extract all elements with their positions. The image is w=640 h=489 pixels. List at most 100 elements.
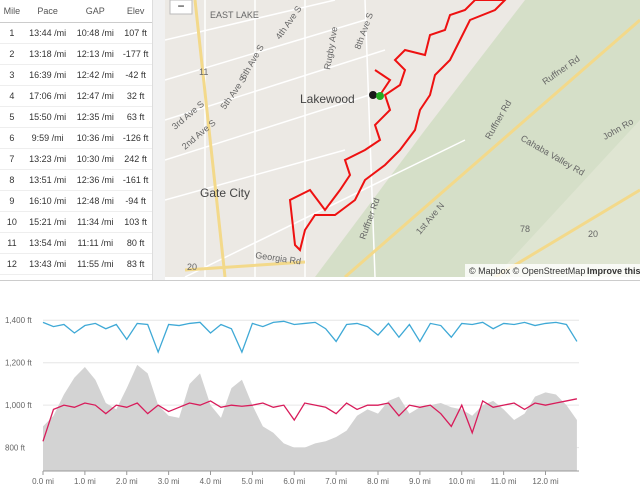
cell: 12:36 /mi — [71, 169, 120, 191]
map-label: EAST LAKE — [210, 10, 259, 20]
cell: 12:48 /mi — [71, 190, 120, 212]
cell: -155 ft — [119, 274, 152, 280]
table: Mile Pace GAP Elev 1 13:44 /mi 10:48 /mi 107 ft… — [0, 0, 152, 280]
cell: 11:55 /mi — [71, 253, 120, 275]
attribution[interactable]: © Mapbox © OpenStreetMap — [469, 266, 585, 276]
cell: 15:21 /mi — [23, 211, 72, 233]
x-tick-label: 5.0 mi — [241, 477, 263, 486]
cell: 11:34 /mi — [71, 211, 120, 233]
cell: 1 — [0, 22, 24, 44]
map-label: 20 — [588, 229, 598, 239]
cell: 5 — [0, 106, 24, 128]
highways — [184, 0, 640, 277]
x-tick-label: 8.0 mi — [367, 477, 389, 486]
cell: 9:59 /mi — [23, 127, 72, 149]
map[interactable]: − EAST LAKE Lakewood Gate City Rugby Ave… — [165, 0, 640, 277]
x-tick-label: 2.0 mi — [116, 477, 138, 486]
cell: 4 — [0, 85, 24, 107]
cell: -126 ft — [119, 127, 152, 149]
split-row: 12 13:43 /mi 11:55 /mi 83 ft — [0, 253, 152, 275]
cell: 10:36 /mi — [71, 127, 120, 149]
cell: 12:35 /mi — [71, 106, 120, 128]
cell: 2 — [0, 43, 24, 65]
cell: 63 ft — [119, 106, 152, 128]
start-marker — [369, 91, 377, 99]
x-tick-label: 4.0 mi — [200, 477, 222, 486]
split-row: 10 15:21 /mi 11:34 /mi 103 ft — [0, 211, 152, 233]
cell: 15:50 /mi — [23, 106, 72, 128]
cell: 11 — [0, 232, 24, 254]
x-tick-label: 11.0 mi — [491, 477, 517, 486]
cell: 32 ft — [119, 85, 152, 107]
cell: -177 ft — [119, 43, 152, 65]
divider — [0, 280, 640, 281]
scrollbar[interactable] — [153, 0, 165, 280]
splits-table: Mile Pace GAP Elev 1 13:44 /mi 10:48 /mi 107 ft… — [0, 0, 153, 280]
map-label: 78 — [520, 224, 530, 234]
y-tick-label: 1,000 ft — [5, 401, 32, 410]
cell: 7 — [0, 148, 24, 170]
split-row: 8 13:51 /mi 12:36 /mi -161 ft — [0, 169, 152, 191]
zoom-button[interactable] — [169, 0, 193, 15]
cell: 107 ft — [119, 22, 152, 44]
map-label: 11 — [199, 67, 208, 77]
split-row: 2 13:18 /mi 12:13 /mi -177 ft — [0, 43, 152, 65]
map-label: Gate City — [200, 186, 250, 200]
cell: 13:32 /mi — [71, 274, 120, 280]
y-tick-label: 1,200 ft — [5, 359, 32, 368]
cell: 6 — [0, 127, 24, 149]
series-line — [42, 398, 578, 442]
x-tick-label: 12.0 mi — [532, 477, 558, 486]
route — [288, 0, 507, 252]
cell: -94 ft — [119, 190, 152, 212]
cell: 13:43 /mi — [23, 253, 72, 275]
cell: 13:33 /mi — [23, 274, 72, 280]
elevation-chart: 800 ft 1,000 ft 1,200 ft 1,400 ft 0.0 mi 1.0 … — [5, 316, 579, 486]
improve-link[interactable]: Improve this m — [587, 266, 640, 276]
cell: 12:42 /mi — [71, 64, 120, 86]
split-row: 3 16:39 /mi 12:42 /mi -42 ft — [0, 64, 152, 86]
x-tick-label: 3.0 mi — [158, 477, 180, 486]
header-cell: Mile — [0, 0, 24, 23]
cell: 10:48 /mi — [71, 22, 120, 44]
y-tick-label: 800 ft — [5, 444, 26, 453]
cell: 80 ft — [119, 232, 152, 254]
zoom-out[interactable]: − — [177, 0, 184, 13]
x-tick-label: 7.0 mi — [325, 477, 347, 486]
valley — [495, 120, 640, 277]
cell: 16:39 /mi — [23, 64, 72, 86]
cell: 10:30 /mi — [71, 148, 120, 170]
cell: 16:10 /mi — [23, 190, 72, 212]
cell: 12:13 /mi — [71, 43, 120, 65]
split-row: 6 9:59 /mi 10:36 /mi -126 ft — [0, 127, 152, 149]
split-row: 9 16:10 /mi 12:48 /mi -94 ft — [0, 190, 152, 212]
cell: 83 ft — [119, 253, 152, 275]
cell: -161 ft — [119, 169, 152, 191]
map-label: Lakewood — [300, 92, 355, 106]
cell: 8 — [0, 169, 24, 191]
streets — [165, 0, 466, 277]
cell: 11:11 /mi — [71, 232, 120, 254]
map-label: 20 — [187, 262, 197, 272]
header-cell: GAP — [71, 0, 120, 23]
x-tick-label: 6.0 mi — [283, 477, 305, 486]
cell: 242 ft — [119, 148, 152, 170]
cell: 3 — [0, 64, 24, 86]
split-row: 5 15:50 /mi 12:35 /mi 63 ft — [0, 106, 152, 128]
header-cell: Pace — [23, 0, 72, 23]
cell: 10 — [0, 211, 24, 233]
cell: 13:51 /mi — [23, 169, 72, 191]
cell: 13:44 /mi — [23, 22, 72, 44]
x-tick-label: 0.0 mi — [32, 477, 54, 486]
cell: 13:23 /mi — [23, 148, 72, 170]
cell: 12:47 /mi — [71, 85, 120, 107]
cell: 17:06 /mi — [23, 85, 72, 107]
split-row: 1 13:44 /mi 10:48 /mi 107 ft — [0, 22, 152, 44]
cell: 13:54 /mi — [23, 232, 72, 254]
end-marker — [376, 92, 384, 100]
split-row: 0.613:33 /mi13:32 /mi-155 ft — [0, 274, 152, 280]
x-tick-label: 1.0 mi — [74, 477, 96, 486]
attribution-bg — [465, 264, 640, 277]
elevation-area — [43, 364, 577, 471]
